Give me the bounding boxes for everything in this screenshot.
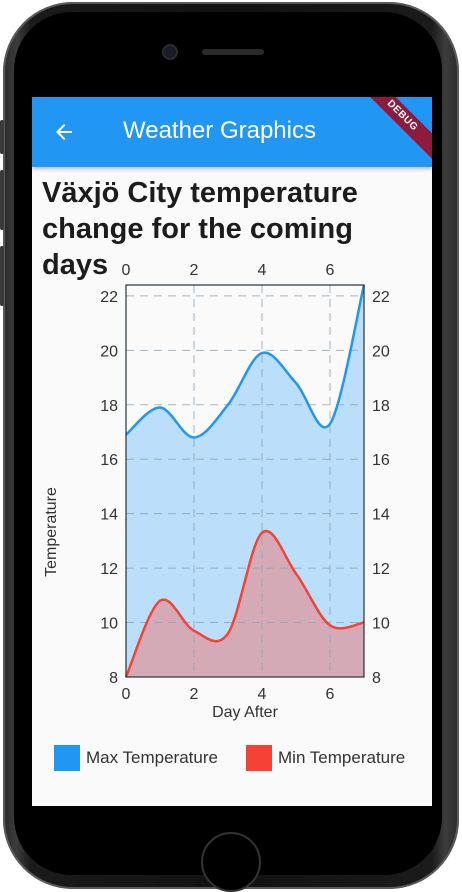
y-tick-label-left: 10 (100, 616, 118, 633)
volume-down-button (0, 246, 4, 306)
legend-item-min[interactable]: Min Temperature (246, 745, 405, 771)
y-tick-label-left: 12 (100, 561, 118, 578)
y-tick-label-left: 14 (100, 507, 118, 524)
y-tick-label-left: 8 (109, 670, 118, 687)
volume-up-button (0, 170, 4, 230)
x-tick-label-bottom: 6 (326, 686, 335, 703)
app-bar: Weather Graphics (32, 97, 432, 167)
plot-border (125, 284, 365, 678)
legend-swatch-max (54, 745, 80, 771)
arrow-back-icon (56, 124, 72, 140)
area-series-0 (126, 285, 364, 677)
x-tick-label-top: 6 (326, 262, 335, 279)
app-bar-title: Weather Graphics (123, 117, 316, 144)
legend-label-max: Max Temperature (86, 748, 218, 767)
x-tick-label-bottom: 4 (258, 686, 267, 703)
y-tick-label-right: 20 (372, 343, 390, 360)
app-screen: Weather Graphics DEBUG Växjö City temper… (32, 97, 432, 806)
earpiece-speaker (202, 49, 264, 55)
line-series-1 (124, 529, 365, 678)
area-series-1 (126, 530, 364, 677)
y-tick-label-left: 18 (100, 398, 118, 415)
home-button[interactable] (201, 832, 261, 892)
mute-switch (0, 120, 4, 154)
y-tick-label-left: 22 (100, 289, 118, 306)
y-tick-label-right: 18 (372, 398, 390, 415)
chart-legend: Max Temperature Min Temperature (32, 745, 432, 775)
legend-item-max[interactable]: Max Temperature (54, 745, 218, 771)
back-button[interactable] (48, 116, 80, 148)
chart-axes (125, 284, 365, 678)
x-tick-label-top: 2 (190, 262, 199, 279)
y-tick-label-right: 8 (372, 670, 381, 687)
y-tick-label-right: 14 (372, 507, 390, 524)
chart-areas (126, 285, 364, 677)
y-tick-label-right: 16 (372, 452, 390, 469)
y-axis-label: Temperature (43, 487, 60, 577)
y-tick-label-left: 20 (100, 343, 118, 360)
y-tick-label-right: 10 (372, 616, 390, 633)
legend-label-min: Min Temperature (278, 748, 406, 767)
x-tick-label-top: 4 (258, 262, 267, 279)
x-tick-label-bottom: 0 (122, 686, 131, 703)
y-tick-label-right: 12 (372, 561, 390, 578)
line-series-0 (125, 284, 366, 439)
legend-swatch-min (246, 745, 272, 771)
y-tick-label-left: 16 (100, 452, 118, 469)
front-camera (164, 46, 176, 58)
page-heading: Växjö City temperature change for the co… (42, 177, 358, 281)
y-tick-label-right: 22 (372, 289, 390, 306)
chart-lines (124, 284, 366, 678)
x-tick-label-bottom: 2 (190, 686, 199, 703)
x-tick-label-top: 0 (122, 262, 131, 279)
x-axis-label: Day After (212, 704, 278, 721)
